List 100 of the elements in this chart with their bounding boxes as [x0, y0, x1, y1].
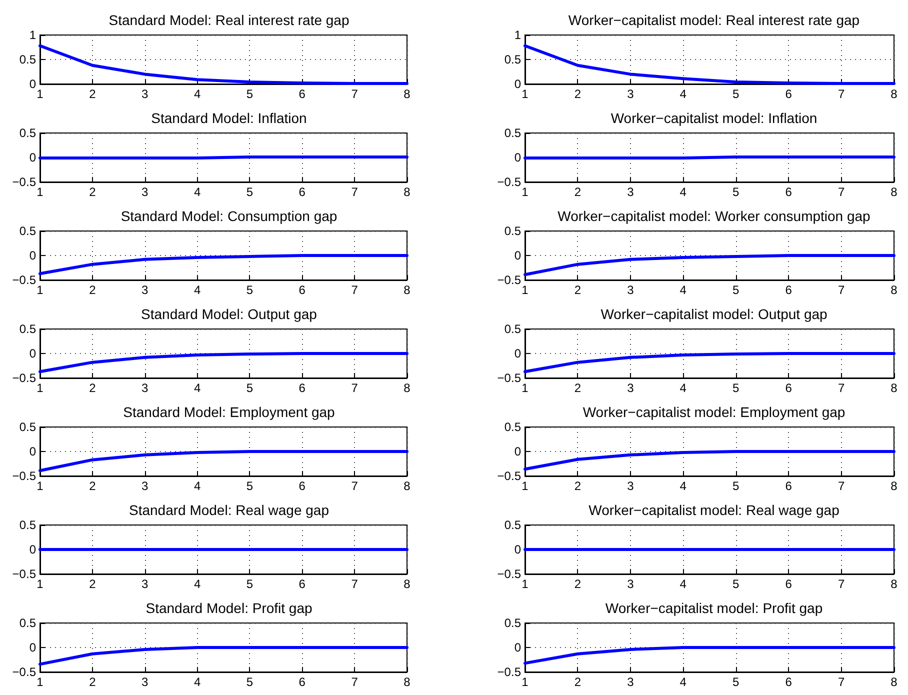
x-tick-label: 4	[680, 381, 687, 395]
y-tick-label: 0.5	[19, 518, 36, 532]
x-tick-label: 2	[574, 675, 582, 689]
y-tick-label: 1	[514, 28, 522, 42]
y-tick-label: −0.5	[497, 665, 522, 679]
y-tick-label: 0	[29, 444, 36, 458]
y-tick-label: 0.5	[19, 322, 36, 336]
chart-title: Worker−capitalist model: Real wage gap	[588, 502, 840, 518]
y-tick-label: 0	[29, 150, 36, 164]
x-tick-label: 7	[351, 479, 358, 493]
x-tick-label: 2	[574, 87, 582, 101]
x-tick-label: 2	[574, 283, 582, 297]
x-tick-label: 2	[574, 479, 582, 493]
x-tick-label: 5	[246, 381, 254, 395]
y-tick-label: 0	[514, 77, 522, 91]
y-tick-label: −0.5	[12, 469, 36, 483]
x-tick-label: 6	[785, 577, 792, 591]
y-tick-label: 0	[514, 444, 522, 458]
x-tick-label: 8	[890, 675, 898, 689]
y-tick-label: 1	[29, 28, 36, 42]
x-tick-label: 6	[298, 185, 306, 199]
x-tick-label: 8	[404, 185, 411, 199]
y-tick-label: 0.5	[504, 322, 522, 336]
x-tick-label: 2	[89, 381, 96, 395]
x-tick-label: 8	[404, 577, 411, 591]
x-tick-label: 4	[680, 283, 687, 297]
x-tick-label: 8	[890, 283, 898, 297]
y-tick-label: 0.5	[504, 126, 522, 140]
y-tick-label: 0	[514, 640, 522, 654]
x-tick-label: 4	[194, 675, 201, 689]
y-tick-label: 0	[29, 248, 36, 262]
x-tick-label: 5	[246, 675, 254, 689]
x-tick-label: 6	[298, 87, 306, 101]
line-series	[38, 450, 408, 472]
x-tick-label: 5	[246, 185, 254, 199]
chart-title: Standard Model: Employment gap	[123, 404, 336, 420]
y-tick-label: −0.5	[12, 175, 36, 189]
y-tick-label: 0.5	[504, 616, 522, 630]
chart-title: Standard Model: Inflation	[151, 110, 307, 126]
x-tick-label: 7	[351, 185, 358, 199]
x-tick-label: 3	[627, 87, 634, 101]
x-tick-label: 5	[732, 479, 740, 493]
x-tick-label: 7	[838, 577, 845, 591]
x-tick-label: 7	[838, 87, 845, 101]
x-tick-label: 4	[194, 577, 201, 591]
x-tick-label: 7	[838, 185, 845, 199]
x-tick-label: 3	[627, 675, 634, 689]
chart-title: Worker−capitalist model: Output gap	[600, 306, 828, 322]
x-tick-label: 7	[838, 283, 845, 297]
chart-title: Standard Model: Profit gap	[146, 600, 312, 616]
x-tick-label: 8	[890, 479, 898, 493]
x-tick-label: 6	[298, 283, 306, 297]
x-tick-label: 2	[574, 381, 582, 395]
x-tick-label: 6	[785, 87, 792, 101]
x-tick-label: 3	[627, 185, 634, 199]
line-series	[38, 254, 408, 276]
x-tick-label: 8	[404, 283, 411, 297]
x-tick-label: 4	[680, 577, 687, 591]
x-tick-label: 3	[142, 381, 149, 395]
x-tick-label: 6	[298, 381, 306, 395]
y-tick-label: −0.5	[497, 469, 522, 483]
x-tick-label: 3	[142, 479, 149, 493]
x-tick-label: 6	[785, 479, 792, 493]
chart-title: Worker−capitalist model: Profit gap	[605, 600, 823, 616]
x-tick-label: 4	[680, 675, 687, 689]
line-series	[38, 352, 408, 374]
chart-title: Worker−capitalist model: Worker consumption gap	[558, 208, 871, 224]
x-tick-label: 2	[89, 87, 96, 101]
x-tick-label: 8	[404, 87, 411, 101]
x-tick-label: 2	[89, 577, 96, 591]
chart-title: Standard Model: Real interest rate gap	[108, 12, 350, 28]
x-tick-label: 3	[142, 283, 149, 297]
x-tick-label: 6	[298, 675, 306, 689]
x-tick-label: 6	[785, 283, 792, 297]
y-tick-label: −0.5	[497, 371, 522, 385]
x-tick-label: 3	[142, 185, 149, 199]
x-tick-label: 5	[732, 577, 740, 591]
x-tick-label: 4	[194, 479, 201, 493]
y-tick-label: 0	[29, 77, 36, 91]
chart-title: Worker−capitalist model: Inflation	[610, 110, 818, 126]
y-tick-label: −0.5	[12, 665, 36, 679]
x-tick-label: 2	[89, 185, 96, 199]
x-tick-label: 5	[246, 577, 254, 591]
x-tick-label: 4	[680, 185, 687, 199]
y-tick-label: 0.5	[19, 224, 36, 238]
y-tick-label: 0	[514, 150, 522, 164]
x-tick-label: 5	[732, 185, 740, 199]
y-tick-label: 0	[514, 346, 522, 360]
y-tick-label: −0.5	[497, 273, 522, 287]
x-tick-label: 8	[404, 479, 411, 493]
line-series	[524, 352, 896, 374]
x-tick-label: 3	[627, 381, 634, 395]
y-tick-label: 0	[514, 248, 522, 262]
x-tick-label: 4	[194, 381, 201, 395]
x-tick-label: 3	[627, 577, 634, 591]
x-tick-label: 2	[89, 479, 96, 493]
line-series	[38, 646, 408, 666]
y-tick-label: 0.5	[504, 420, 522, 434]
x-tick-label: 6	[785, 675, 792, 689]
x-tick-label: 5	[246, 283, 254, 297]
